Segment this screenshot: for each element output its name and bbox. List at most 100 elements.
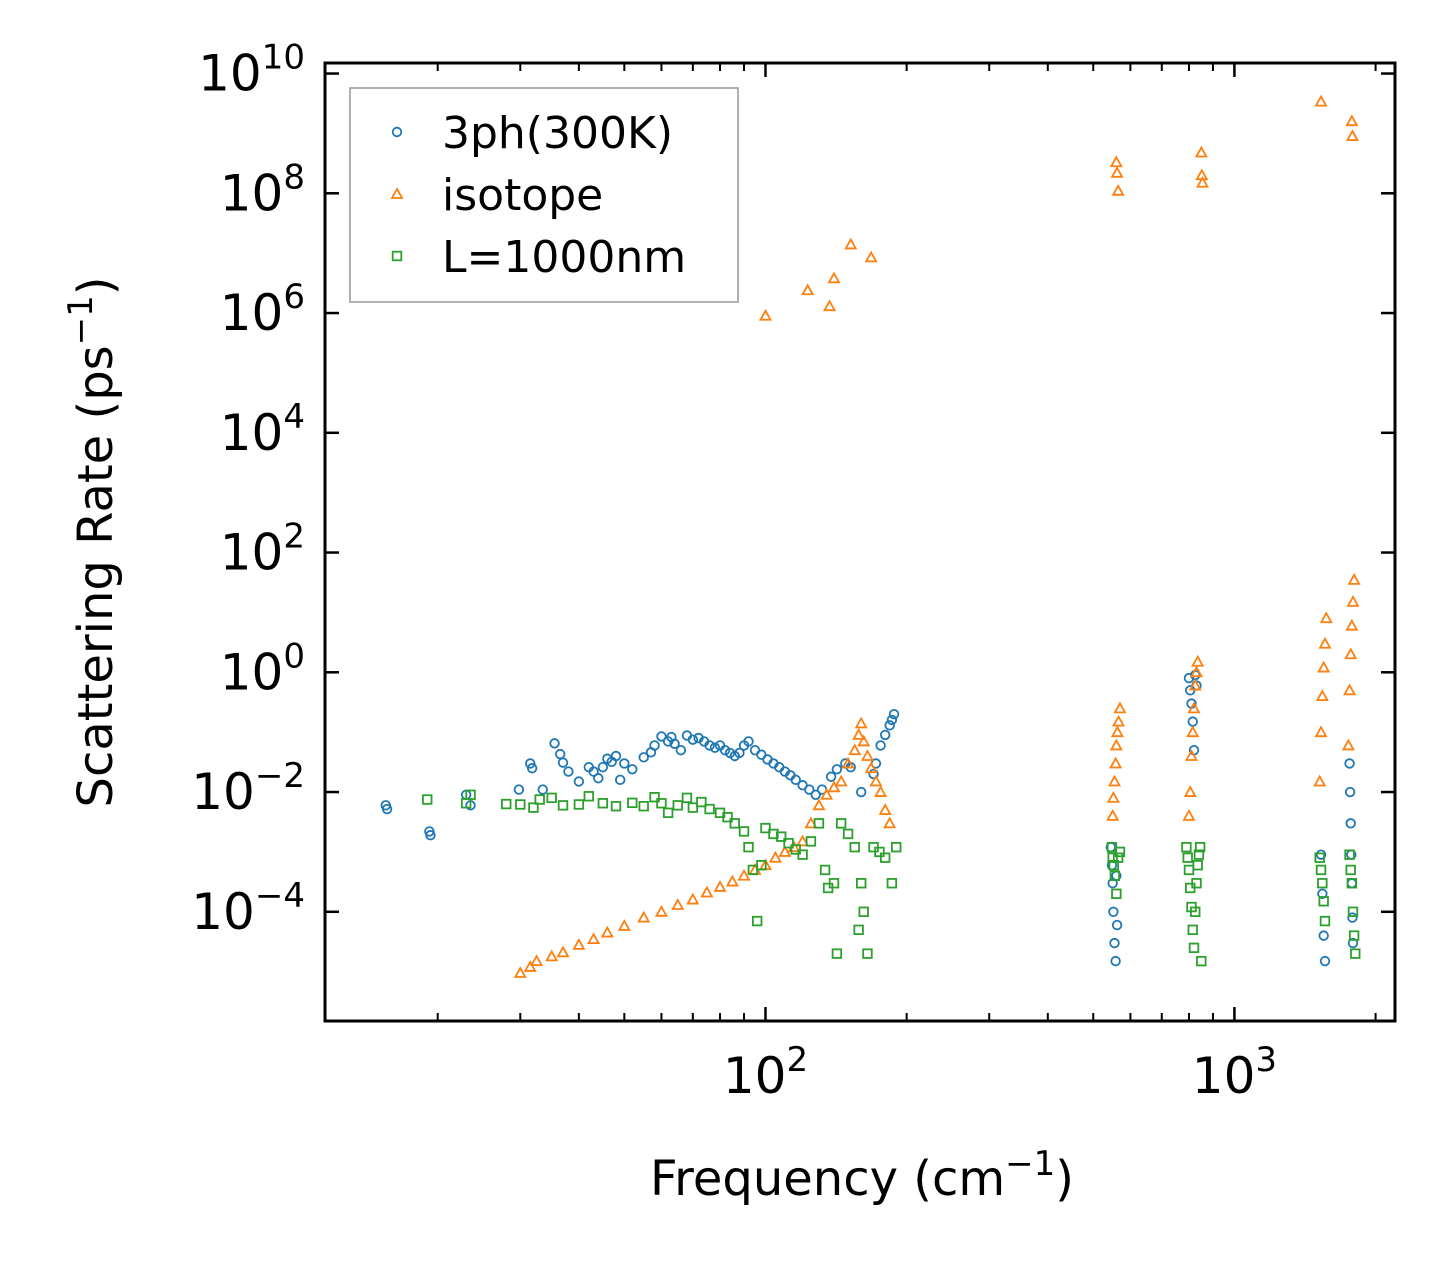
y-tick-label: 104 (220, 397, 305, 462)
data-point (465, 789, 476, 800)
data-point (854, 716, 868, 729)
data-point (546, 792, 557, 804)
data-point (864, 250, 878, 263)
data-point (534, 794, 545, 805)
data-point (600, 925, 614, 938)
data-point (890, 841, 902, 853)
data-point (1319, 915, 1331, 927)
data-point (804, 816, 818, 829)
data-point (722, 812, 733, 823)
data-point (862, 948, 873, 959)
data-point (573, 799, 585, 810)
data-point (649, 740, 660, 751)
data-point (556, 945, 570, 958)
data-point (557, 757, 569, 768)
data-point (760, 822, 771, 834)
data-point (737, 868, 751, 881)
data-point (729, 818, 740, 829)
data-point (868, 768, 879, 780)
data-point (1184, 749, 1199, 761)
data-point (835, 818, 847, 829)
data-point (1183, 864, 1195, 876)
data-point (422, 794, 433, 805)
data-point (713, 880, 727, 892)
data-point (1109, 870, 1121, 881)
y-tick-label: 1010 (198, 38, 305, 103)
data-point (619, 758, 630, 769)
tick-labels: 10−4 10−2 100 102 104 106 108 1010 102 103 (191, 38, 1277, 1105)
data-point (1195, 175, 1210, 188)
data-point (1106, 809, 1120, 821)
data-point (812, 798, 826, 811)
x-tick-label: 102 (723, 1040, 808, 1105)
data-point (1188, 942, 1200, 954)
data-point (805, 836, 817, 847)
data-point (856, 786, 867, 798)
data-point (823, 299, 837, 312)
data-point (883, 816, 897, 829)
data-point (844, 237, 858, 250)
data-point (654, 904, 668, 917)
data-point (572, 938, 586, 950)
data-point (593, 773, 604, 784)
y-tick-label: 100 (220, 636, 305, 701)
data-point (528, 802, 539, 813)
data-point (1109, 937, 1120, 949)
data-point (1114, 846, 1126, 858)
data-point (704, 740, 715, 751)
legend-marker (391, 250, 403, 262)
data-point (768, 828, 779, 840)
data-point (1191, 654, 1205, 667)
data-point (869, 774, 883, 787)
data-point (1190, 906, 1201, 917)
data-point (681, 792, 693, 804)
data-point (1111, 888, 1122, 899)
data-point (1345, 114, 1359, 127)
data-point (672, 800, 683, 811)
data-point (1196, 955, 1207, 967)
data-point (751, 915, 763, 927)
data-point (1187, 924, 1198, 936)
data-point (1313, 774, 1327, 787)
data-point (796, 834, 810, 847)
data-point (790, 774, 801, 786)
data-point (545, 949, 559, 962)
x-axis-label: Frequency (cm−1) (650, 1144, 1074, 1207)
data-point (886, 714, 898, 726)
data-point (1319, 955, 1331, 967)
data-point (1186, 725, 1200, 738)
data-point (734, 747, 745, 759)
data-point (842, 828, 854, 840)
data-point (874, 785, 888, 797)
data-point (1347, 937, 1359, 949)
data-point (656, 731, 667, 742)
data-point (696, 796, 707, 808)
data-point (848, 743, 862, 756)
data-point (627, 764, 638, 775)
data-point (888, 708, 900, 720)
data-point (687, 802, 699, 813)
data-point (649, 792, 660, 803)
y-tick-label: 108 (220, 157, 305, 222)
data-point (1191, 878, 1202, 889)
data-point (587, 932, 601, 944)
data-point (858, 906, 869, 917)
data-point (1111, 919, 1123, 931)
data-point (804, 784, 815, 795)
data-point (1315, 849, 1327, 860)
data-point (1317, 878, 1328, 889)
data-point (557, 800, 569, 811)
data-point (879, 729, 891, 741)
data-point (597, 761, 609, 773)
data-point (878, 803, 892, 815)
data-point (1348, 930, 1360, 941)
data-point (1106, 790, 1120, 803)
data-point (738, 826, 750, 837)
data-point (778, 845, 792, 857)
axis-ticks (325, 63, 1395, 1021)
data-point (1314, 94, 1328, 107)
legend-label: isotope (442, 170, 603, 221)
data-point (853, 924, 864, 936)
data-point (1182, 852, 1193, 863)
legend-box (349, 87, 739, 303)
